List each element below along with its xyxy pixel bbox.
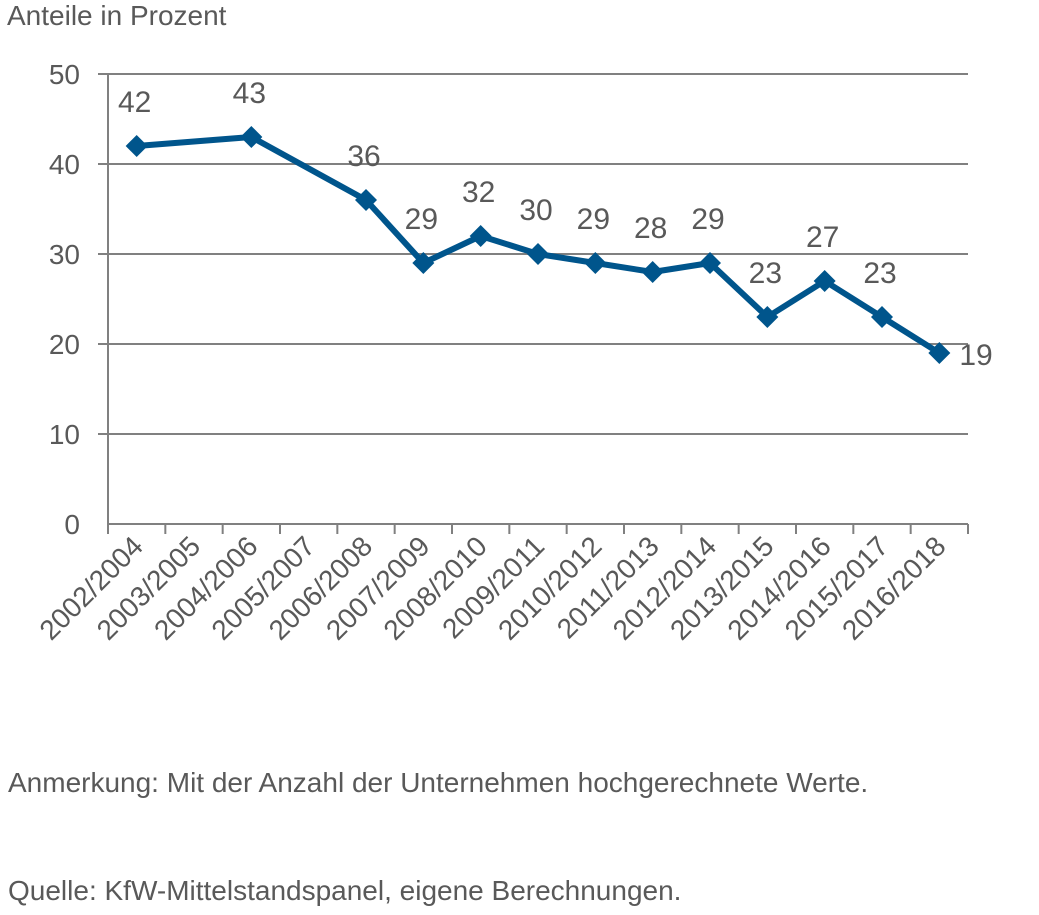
- data-label: 29: [691, 203, 724, 236]
- x-tick-labels: 2002/20042003/20052004/20062005/20072006…: [33, 530, 951, 646]
- data-point-marker: [813, 270, 836, 292]
- data-point-marker: [641, 261, 664, 283]
- data-point-marker: [412, 252, 435, 274]
- data-label: 19: [959, 339, 992, 372]
- y-tick-label: 30: [49, 239, 80, 270]
- data-point-marker: [756, 306, 779, 328]
- data-labels: 42 43 36 29 32 30 29 28 29 23 27 23 19: [118, 77, 993, 372]
- data-label: 30: [519, 194, 552, 227]
- data-point-marker: [355, 189, 377, 211]
- data-label: 27: [806, 221, 839, 254]
- data-point-marker: [584, 252, 607, 274]
- data-point-marker: [125, 135, 148, 157]
- data-point-marker: [699, 252, 721, 274]
- data-label: 23: [749, 257, 782, 290]
- y-tick-label: 40: [49, 149, 80, 180]
- data-label: 28: [634, 212, 667, 245]
- y-tick-label: 0: [64, 509, 80, 540]
- y-tick-label: 50: [49, 59, 80, 90]
- data-label: 43: [233, 77, 266, 110]
- y-tick-labels: 0 10 20 30 40 50: [49, 59, 80, 540]
- data-label: 29: [577, 203, 610, 236]
- y-axis-title: Anteile in Prozent: [7, 0, 227, 31]
- data-label: 36: [347, 140, 380, 173]
- line-chart: 0 10 20 30 40 50 2002/20042003/20052004/20062…: [33, 59, 993, 646]
- x-axis: [107, 74, 969, 534]
- y-tick-label: 10: [49, 419, 80, 450]
- data-label: 32: [462, 176, 495, 209]
- footnote-source: Quelle: KfW-Mittelstandspanel, eigene Be…: [8, 875, 682, 906]
- y-tick-label: 20: [49, 329, 80, 360]
- data-label: 23: [863, 257, 896, 290]
- footnote-note: Anmerkung: Mit der Anzahl der Unternehme…: [8, 767, 869, 798]
- data-point-marker: [527, 243, 549, 265]
- data-point-marker: [928, 342, 951, 364]
- data-label: 42: [118, 86, 151, 119]
- data-point-marker: [240, 126, 263, 148]
- data-label: 29: [405, 203, 438, 236]
- data-markers: [125, 126, 951, 364]
- data-point-marker: [469, 225, 492, 247]
- data-point-marker: [871, 306, 893, 328]
